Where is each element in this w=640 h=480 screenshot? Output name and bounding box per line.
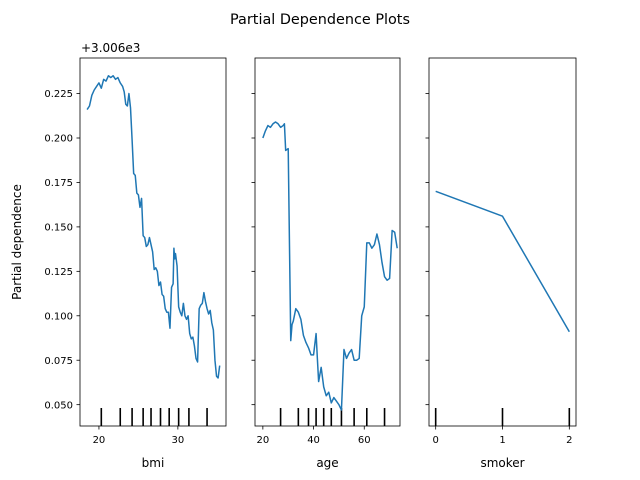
pd-line-age: [262, 121, 398, 411]
x-tick-label-bmi-20: 20: [93, 435, 106, 446]
y-tick-label-4: 0.150: [44, 222, 73, 233]
axes-frame-smoker: [428, 57, 577, 427]
y-tick-label-2: 0.100: [44, 311, 73, 322]
panel-bmi: 20 30 bmi 0.050 0.075 0.100 0.125 0.150 0.175 0.2…: [44, 57, 227, 470]
pd-line-bmi: [86, 75, 221, 379]
axes-frame-bmi: [79, 57, 227, 427]
y-tick-label-5: 0.175: [44, 178, 73, 189]
plot-panels: 20 30bmi0.0500.0750.1000.1250.1500.1750.2…: [44, 57, 577, 470]
x-tick-label-bmi-30: 30: [171, 435, 184, 446]
pd-line-smoker: [435, 190, 570, 333]
panel-age: 20 40 60 age: [251, 57, 401, 470]
x-tick-label-age-60: 60: [358, 435, 371, 446]
y-tick-label-1: 0.075: [44, 356, 73, 367]
x-tick-label-age-40: 40: [307, 435, 320, 446]
axes-frame-age: [254, 57, 401, 427]
x-axis-label-smoker: smoker: [480, 456, 524, 470]
x-tick-label-age-20: 20: [256, 435, 269, 446]
x-tick-label-smoker-2: 2: [566, 435, 572, 446]
y-tick-label-3: 0.125: [44, 267, 73, 278]
x-axis-label-bmi: bmi: [142, 456, 165, 470]
panel-smoker: 0 1 2 smoker: [425, 57, 577, 470]
x-tick-label-smoker-0: 0: [432, 435, 438, 446]
x-axis-label-age: age: [316, 456, 338, 470]
y-tick-label-6: 0.200: [44, 134, 73, 145]
y-axis-offset-label: +3.006e3: [81, 41, 140, 55]
y-tick-label-0: 0.050: [44, 400, 73, 411]
x-tick-label-smoker-1: 1: [499, 435, 505, 446]
y-tick-label-7: 0.225: [44, 89, 73, 100]
figure-title: Partial Dependence Plots: [230, 12, 410, 28]
y-axis-label: Partial dependence: [10, 184, 24, 300]
